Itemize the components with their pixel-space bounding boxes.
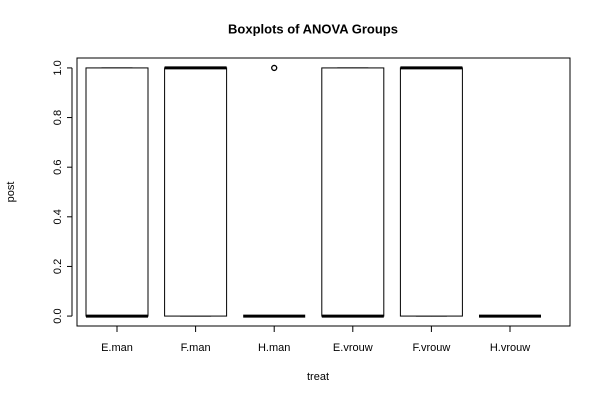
- x-tick-label: F.vrouw: [412, 342, 450, 354]
- outlier: [271, 64, 278, 72]
- chart-title: Boxplots of ANOVA Groups: [228, 21, 398, 36]
- box: [321, 67, 385, 317]
- x-tick-label: E.vrouw: [333, 342, 373, 354]
- y-tick-label: 1.0: [52, 60, 64, 75]
- y-axis-title: post: [5, 182, 17, 203]
- x-tick-label: H.vrouw: [490, 342, 530, 354]
- y-tick-label: 0.4: [52, 209, 64, 224]
- box: [85, 67, 149, 317]
- x-tick-label: H.man: [258, 342, 290, 354]
- box: [399, 67, 463, 317]
- y-tick-label: 0.8: [52, 110, 64, 125]
- x-axis-title: treat: [307, 371, 329, 383]
- x-tick-label: E.man: [101, 342, 133, 354]
- x-tick-label: F.man: [181, 342, 211, 354]
- box: [164, 67, 228, 317]
- y-tick-label: 0.6: [52, 160, 64, 175]
- y-tick-label: 0.2: [52, 259, 64, 274]
- y-tick-label: 0.0: [52, 308, 64, 323]
